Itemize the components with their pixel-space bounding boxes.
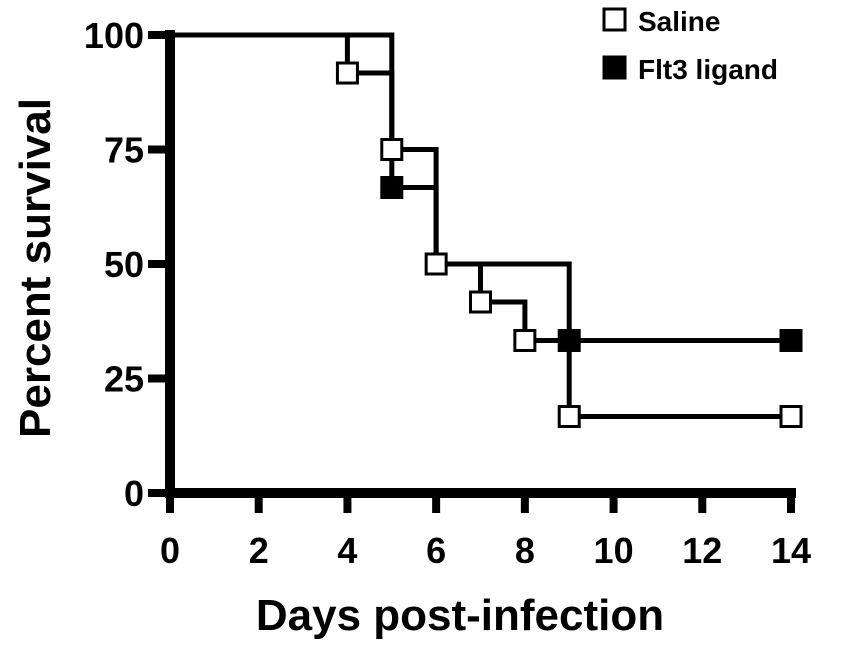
plot-markers [335, 61, 803, 429]
y-tick-label: 0 [124, 473, 144, 514]
marker-saline [380, 138, 404, 161]
marker-flt3-ligand [557, 328, 581, 352]
x-tick-label: 6 [426, 530, 446, 571]
marker-saline [335, 61, 359, 85]
x-tick-label: 2 [249, 530, 269, 571]
y-tick-label: 50 [104, 244, 144, 285]
legend: Saline Flt3 ligand [602, 6, 778, 85]
marker-saline [424, 252, 448, 276]
y-axis-label: Percent survival [11, 98, 60, 438]
legend-swatch-flt3-ligand [602, 55, 627, 80]
x-tick-label: 0 [160, 530, 180, 571]
legend-label-saline: Saline [638, 6, 720, 37]
legend-label-flt3-ligand: Flt3 ligand [638, 54, 778, 85]
marker-saline [557, 405, 581, 429]
y-tick-label: 100 [84, 15, 144, 56]
y-ticks: 0 25 50 75 100 [84, 15, 170, 514]
y-tick-label: 75 [104, 130, 144, 171]
marker-saline [513, 328, 537, 352]
marker-saline [779, 405, 803, 429]
x-axis-label: Days post-infection [256, 591, 664, 640]
marker-saline [469, 290, 492, 314]
x-tick-label: 10 [594, 530, 634, 571]
series-line-saline [170, 32, 791, 419]
x-tick-label: 14 [771, 530, 811, 571]
plot-lines [170, 32, 791, 419]
legend-swatch-saline [602, 7, 627, 32]
x-tick-label: 4 [337, 530, 357, 571]
x-ticks: 0 2 4 6 8 10 12 14 [160, 493, 811, 571]
x-tick-label: 8 [515, 530, 535, 571]
x-tick-label: 12 [682, 530, 722, 571]
marker-flt3-ligand [380, 176, 404, 200]
marker-flt3-ligand [779, 328, 803, 352]
y-tick-label: 25 [104, 359, 144, 400]
